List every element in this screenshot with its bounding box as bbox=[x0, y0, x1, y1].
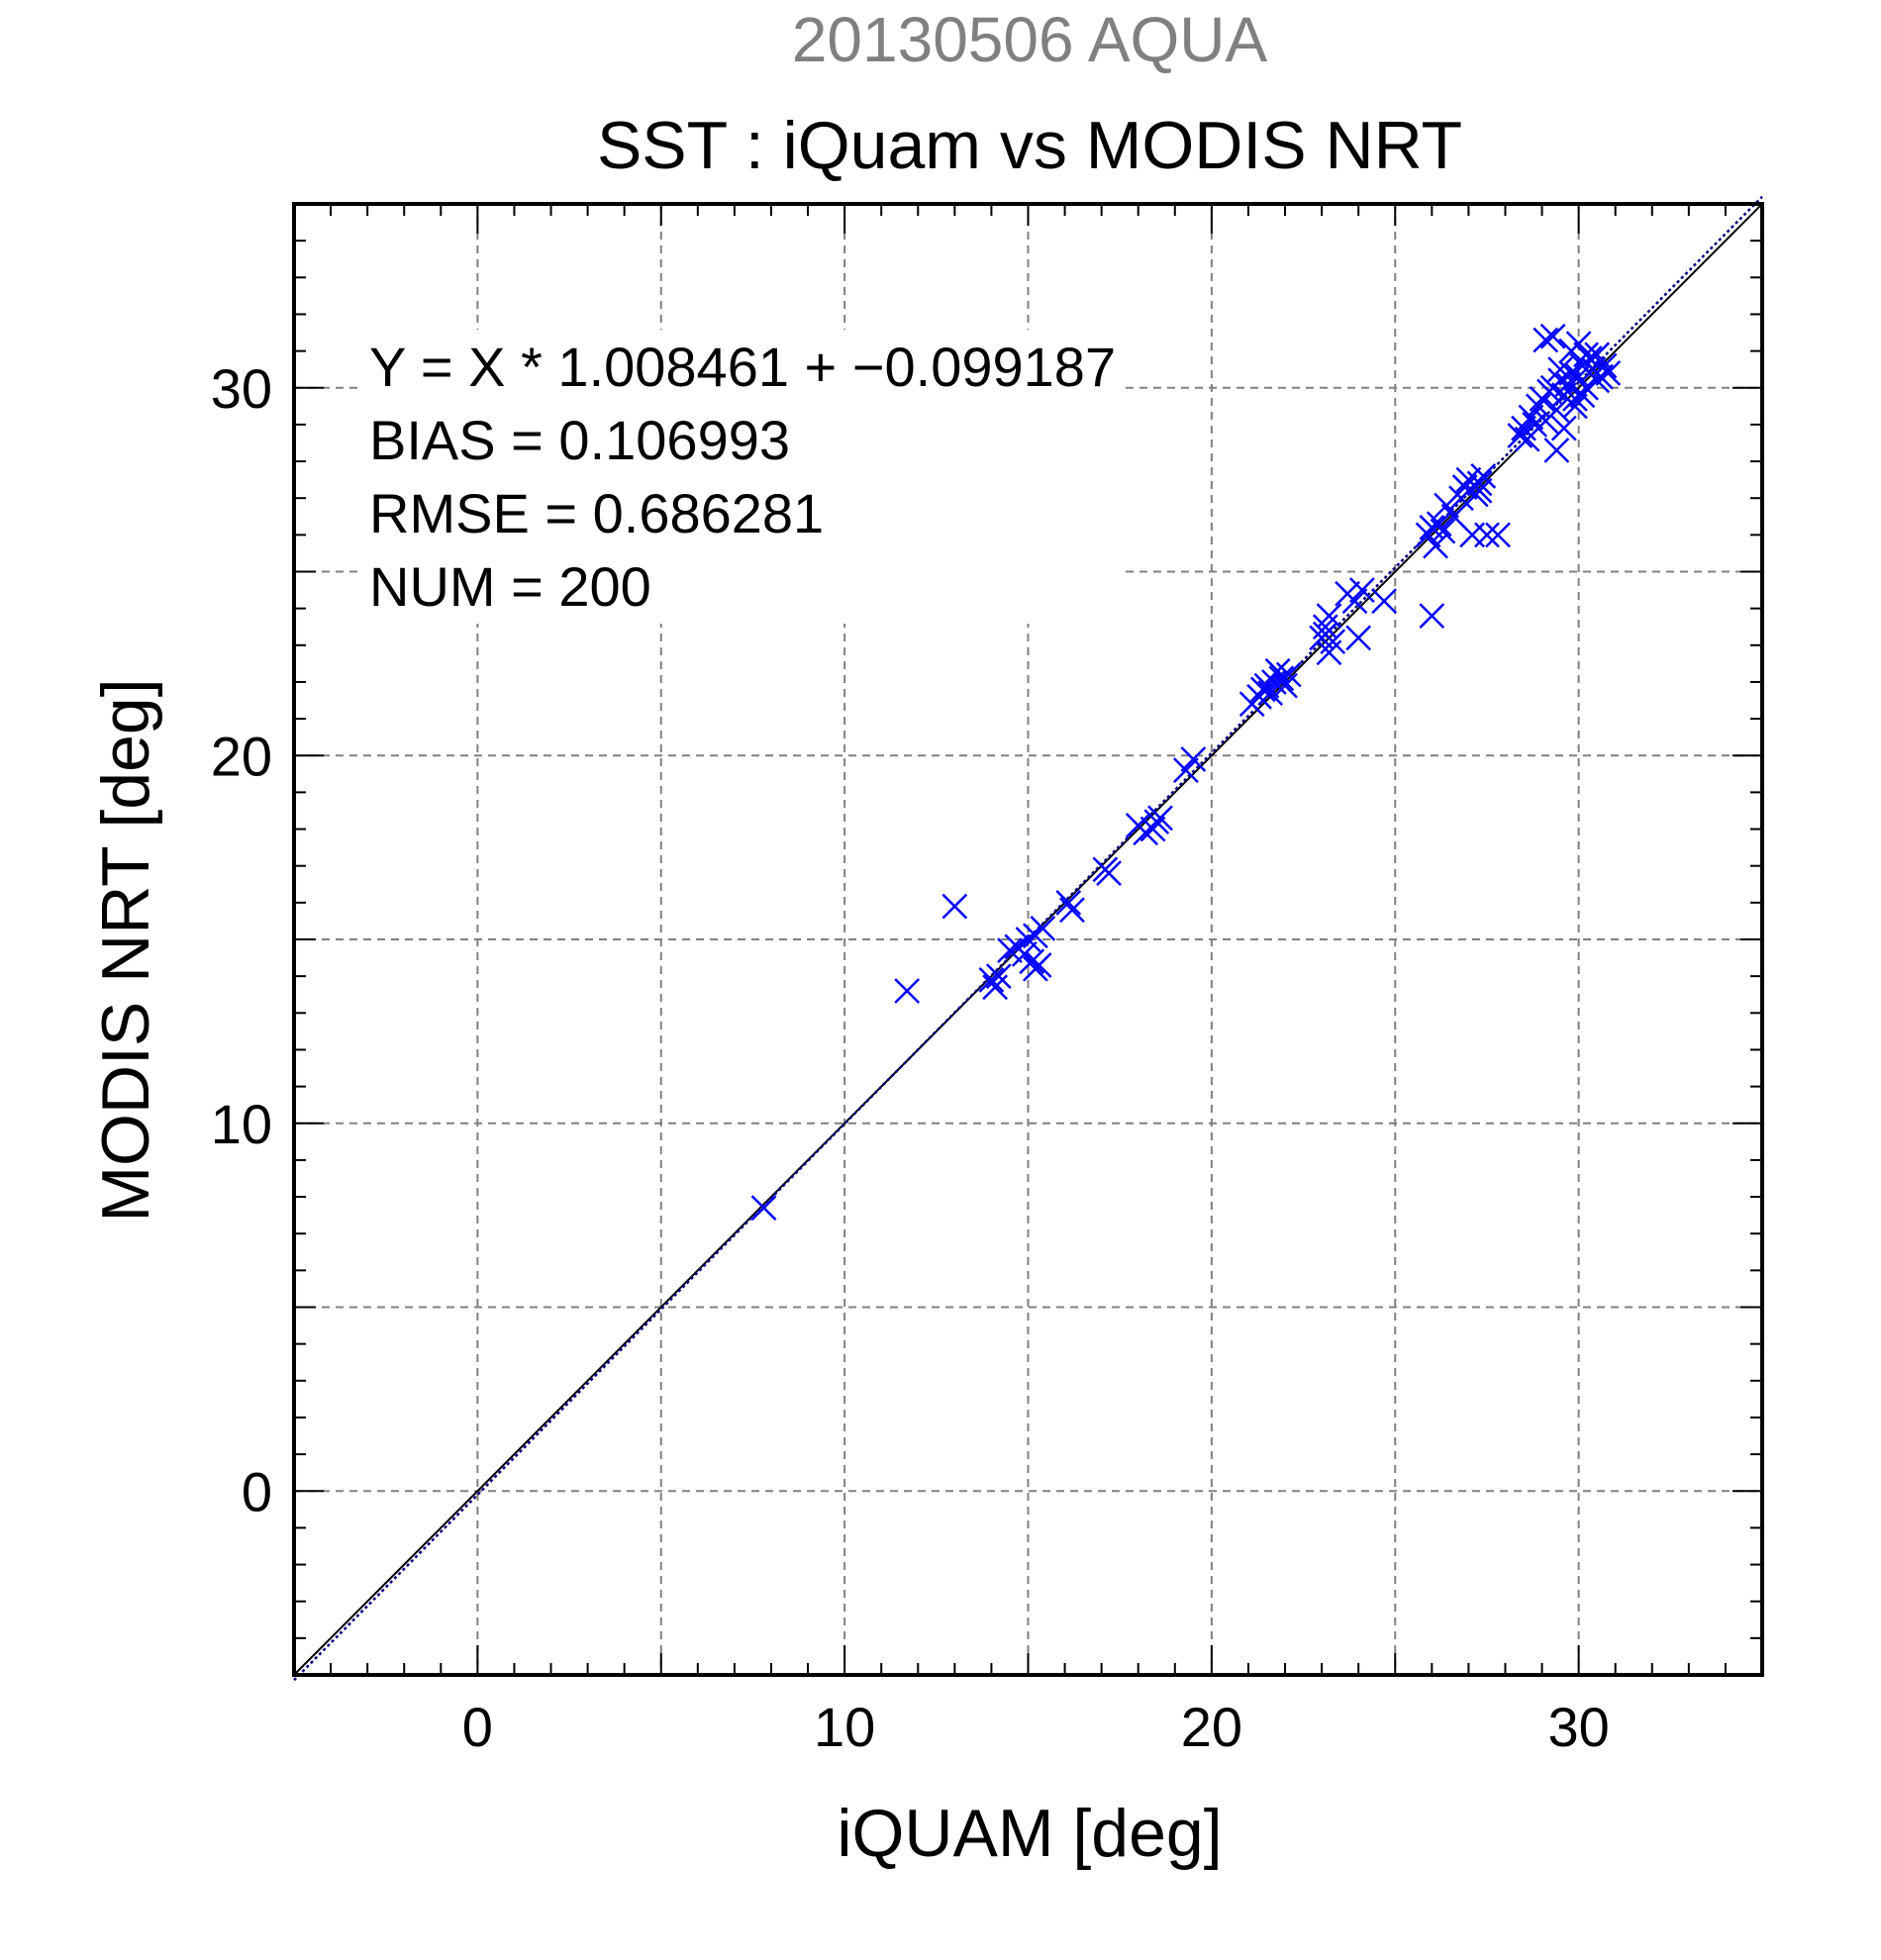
x-tick-label: 0 bbox=[462, 1696, 493, 1758]
y-tick-label: 20 bbox=[211, 725, 272, 787]
x-tick-label: 10 bbox=[814, 1696, 875, 1758]
data-point bbox=[1485, 522, 1511, 548]
data-point bbox=[1451, 474, 1478, 500]
x-tick-label: 30 bbox=[1547, 1696, 1609, 1758]
data-point bbox=[1507, 423, 1534, 448]
data-point bbox=[985, 963, 1012, 990]
data-point bbox=[1466, 470, 1493, 497]
stats-background bbox=[359, 330, 1127, 624]
x-axis-label: iQUAM [deg] bbox=[837, 1796, 1222, 1871]
data-point bbox=[1019, 948, 1045, 975]
stats-box: Y = X * 1.008461 + −0.099187 BIAS = 0.10… bbox=[359, 330, 1127, 624]
data-point bbox=[1595, 360, 1622, 386]
data-point bbox=[1562, 393, 1588, 420]
data-point bbox=[1533, 327, 1559, 353]
data-point bbox=[1173, 757, 1199, 783]
data-point bbox=[1426, 511, 1452, 538]
data-point bbox=[1419, 603, 1445, 629]
data-point bbox=[1059, 897, 1085, 924]
data-point bbox=[1459, 522, 1485, 548]
data-point bbox=[1550, 415, 1577, 441]
data-point bbox=[978, 966, 1005, 993]
data-point bbox=[1573, 374, 1599, 401]
data-point bbox=[1470, 463, 1497, 489]
y-tick-label: 30 bbox=[211, 357, 272, 420]
data-point bbox=[1316, 639, 1342, 666]
data-point bbox=[894, 978, 921, 1004]
stats-line-num: NUM = 200 bbox=[369, 555, 651, 618]
data-point bbox=[1591, 352, 1618, 379]
data-point bbox=[750, 1195, 777, 1222]
data-point bbox=[1348, 577, 1375, 603]
data-point bbox=[1268, 665, 1295, 692]
data-point bbox=[1430, 518, 1456, 544]
stats-line-bias: BIAS = 0.106993 bbox=[369, 409, 790, 471]
data-point bbox=[1371, 588, 1398, 615]
data-point bbox=[1547, 356, 1573, 383]
data-point bbox=[1423, 533, 1448, 559]
y-axis-label: MODIS NRT [deg] bbox=[88, 678, 163, 1222]
data-point bbox=[1055, 889, 1082, 916]
y-tick-label: 0 bbox=[242, 1460, 272, 1522]
data-point bbox=[1139, 816, 1166, 842]
data-point bbox=[1180, 746, 1207, 772]
data-point bbox=[1474, 522, 1500, 548]
data-point bbox=[1015, 927, 1041, 952]
data-point bbox=[997, 937, 1023, 964]
data-points bbox=[750, 323, 1622, 1222]
data-point bbox=[1573, 342, 1599, 368]
plot-frame bbox=[292, 202, 1764, 1677]
data-point bbox=[1345, 625, 1372, 651]
x-tick-label: 20 bbox=[1181, 1696, 1242, 1758]
data-point bbox=[1539, 323, 1566, 349]
data-point bbox=[1518, 404, 1544, 431]
data-point bbox=[1543, 438, 1570, 463]
data-point bbox=[1249, 676, 1276, 703]
y-tick-label: 10 bbox=[211, 1093, 272, 1155]
data-point bbox=[1023, 923, 1048, 949]
data-point bbox=[1341, 588, 1368, 615]
data-point bbox=[1096, 860, 1122, 887]
data-point bbox=[1143, 809, 1170, 835]
stats-line-regression: Y = X * 1.008461 + −0.099187 bbox=[369, 336, 1116, 398]
data-point bbox=[1026, 952, 1052, 978]
data-point bbox=[1584, 367, 1611, 394]
data-point bbox=[941, 893, 968, 920]
chart-title: SST : iQuam vs MODIS NRT bbox=[597, 108, 1462, 183]
data-point bbox=[1466, 477, 1493, 504]
chart-supertitle: 20130506 AQUA bbox=[792, 4, 1268, 75]
data-point bbox=[1275, 661, 1302, 688]
data-point bbox=[1584, 342, 1611, 368]
data-point bbox=[1565, 331, 1592, 357]
stats-line-rmse: RMSE = 0.686281 bbox=[369, 482, 824, 544]
tick-labels: 0 10 20 30 0 10 20 30 bbox=[211, 357, 1610, 1758]
